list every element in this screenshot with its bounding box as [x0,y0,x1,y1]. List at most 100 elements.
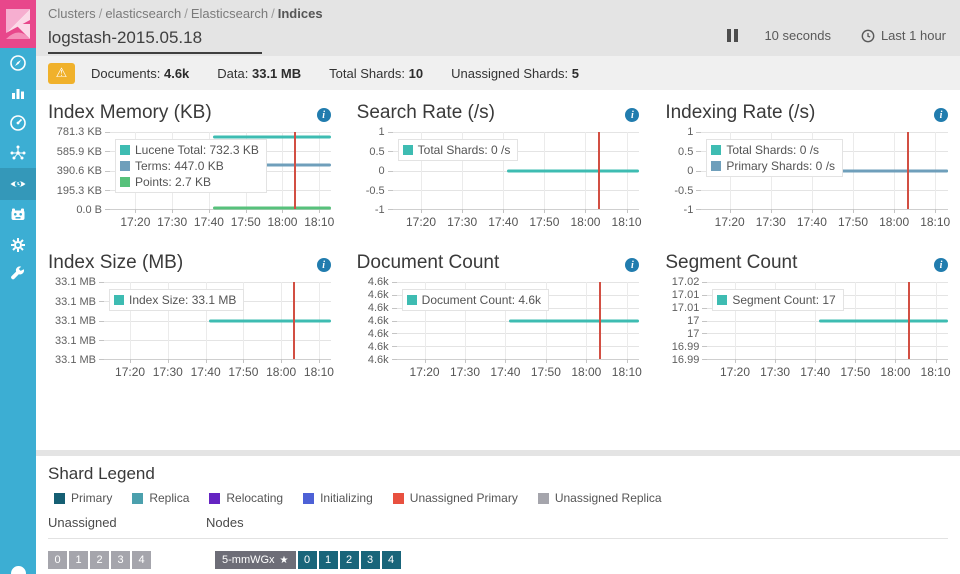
y-tick-label: 4.6k [367,302,389,314]
plot-row: 33.1 MB 33.1 MB 33.1 MB 33.1 MB 33.1 MB Index… [48,276,331,366]
legend-swatch [717,295,728,305]
x-tick-mark [172,209,174,213]
legend-swatch [114,295,124,305]
y-tick-mark [387,151,393,153]
status-value: 4.6k [163,65,190,81]
sidebar-item-eye[interactable] [0,168,36,200]
y-tick-mark [99,359,104,360]
warning-icon: ⚠ [48,62,75,84]
unassigned-shard-square[interactable]: 3 [111,551,130,569]
y-tick-label: 195.3 KB [56,184,102,197]
sidebar-item-gauge[interactable] [0,108,36,138]
v-gridline [319,132,321,209]
x-tick-label: 17:40 [490,365,521,379]
breadcrumb-elasticsearch[interactable]: Elasticsearch [190,6,269,21]
y-tick-mark [99,282,104,283]
x-tick-label: 17:50 [838,215,869,229]
legend-label: Primary Shards: 0 /s [726,159,836,173]
sidebar-item-wrench[interactable] [0,260,36,290]
y-tick-label: 33.1 MB [55,334,96,347]
h-gridline [396,346,640,348]
node-shard-square[interactable]: 4 [381,551,401,569]
x-tick-mark [319,209,321,213]
x-tick-mark [729,209,731,213]
legend-row: Total Shards: 0 /s [711,142,835,158]
v-gridline [462,132,464,209]
sidebar-item-bar-chart[interactable] [0,78,36,108]
legend-swatch [711,145,722,155]
unassigned-shard-square[interactable]: 1 [69,551,88,569]
y-tick-label: 585.9 KB [56,145,102,158]
shard-key-relocating: Relocating [209,491,283,505]
current-time-marker [597,132,600,209]
node-name[interactable]: 5-mmWGx ★ [215,551,296,569]
node-shard-square[interactable]: 1 [318,551,338,569]
x-tick-label: 17:30 [449,365,480,379]
x-tick-label: 17:20 [409,365,440,379]
shard-key-label: Primary [71,491,113,505]
legend-label: Points: 2.7 KB [135,175,212,189]
info-icon[interactable]: i [316,108,331,122]
sidebar-item-compass[interactable] [0,48,36,78]
page-title: logstash-2015.05.18 [48,28,263,54]
x-tick-label: 17:40 [488,215,519,229]
node-shard-square[interactable]: 2 [339,551,359,569]
legend-row: Total Shards: 0 /s [402,142,510,158]
series-line [509,319,640,322]
breadcrumb-elasticsearch[interactable]: elasticsearch [105,6,182,21]
x-tick-label: 18:00 [571,365,602,379]
top-bar: Clusters / elasticsearch / Elasticsearch / Ind… [36,0,960,56]
plot-row: 4.6k 4.6k 4.6k 4.6k 4.6k 4.6k 4.6k Document Cou… [357,276,640,366]
charts-panel: Index Memory (KB) i 781.3 KB 585.9 KB 390.6 … [36,90,960,450]
y-tick-mark [391,346,397,348]
legend-swatch [120,177,130,187]
info-icon[interactable]: i [625,108,640,122]
status-value: 33.1 MB [251,65,302,81]
unassigned-shard-square[interactable]: 2 [90,551,109,569]
chart-title: Segment Count [665,252,798,273]
info-icon[interactable]: i [933,108,948,122]
kibana-logo[interactable] [0,0,36,48]
sidebar-item-gear[interactable] [0,230,36,260]
y-tick-mark [702,307,708,309]
sidebar-item-console[interactable] [0,200,36,230]
info-icon[interactable]: i [316,258,331,272]
plot-row: 1 0.5 0 -0.5 -1 Total Shards: 0 /s [357,126,640,216]
user-icon[interactable] [11,566,26,574]
y-tick-label: 16.99 [671,341,700,353]
main-area: Clusters / elasticsearch / Elasticsearch / Ind… [36,0,960,574]
chart-legend: Total Shards: 0 /s [397,139,519,161]
v-gridline [775,282,777,359]
time-range-picker[interactable]: Last 1 hour [861,28,946,43]
x-tick-label: 18:10 [611,215,642,229]
node-shard-square[interactable]: 0 [297,551,317,569]
shard-key-unassigned-replica: Unassigned Replica [537,491,662,505]
y-tick-label: 33.1 MB [55,354,96,366]
h-gridline [104,282,331,283]
shard-key-swatch [392,492,404,504]
x-tick-mark [245,209,247,213]
x-tick-mark [935,359,937,363]
breadcrumb-clusters[interactable]: Clusters [48,6,96,21]
unassigned-shard-square[interactable]: 0 [48,551,67,569]
chart-title: Indexing Rate (/s) [665,102,816,123]
v-gridline [167,282,169,359]
x-tick-mark [811,209,813,213]
node-shard-square[interactable]: 3 [360,551,380,569]
x-tick-mark [464,359,466,363]
info-icon[interactable]: i [625,258,640,272]
x-tick-mark [505,359,507,363]
x-tick-label: 17:40 [800,365,831,379]
y-tick-mark [702,320,708,322]
pause-button[interactable] [727,29,739,42]
legend-swatch [402,145,413,155]
sidebar-item-graph[interactable] [0,138,36,168]
legend-label: Index Size: 33.1 MB [129,293,237,307]
unassigned-shard-square[interactable]: 4 [132,551,151,569]
refresh-interval[interactable]: 10 seconds [764,28,831,43]
v-gridline [464,282,466,359]
y-tick-mark [702,294,708,296]
info-icon[interactable]: i [933,258,948,272]
plot-row: 1 0.5 0 -0.5 -1 Total Shards: 0 /s Primary Sha… [665,126,948,216]
